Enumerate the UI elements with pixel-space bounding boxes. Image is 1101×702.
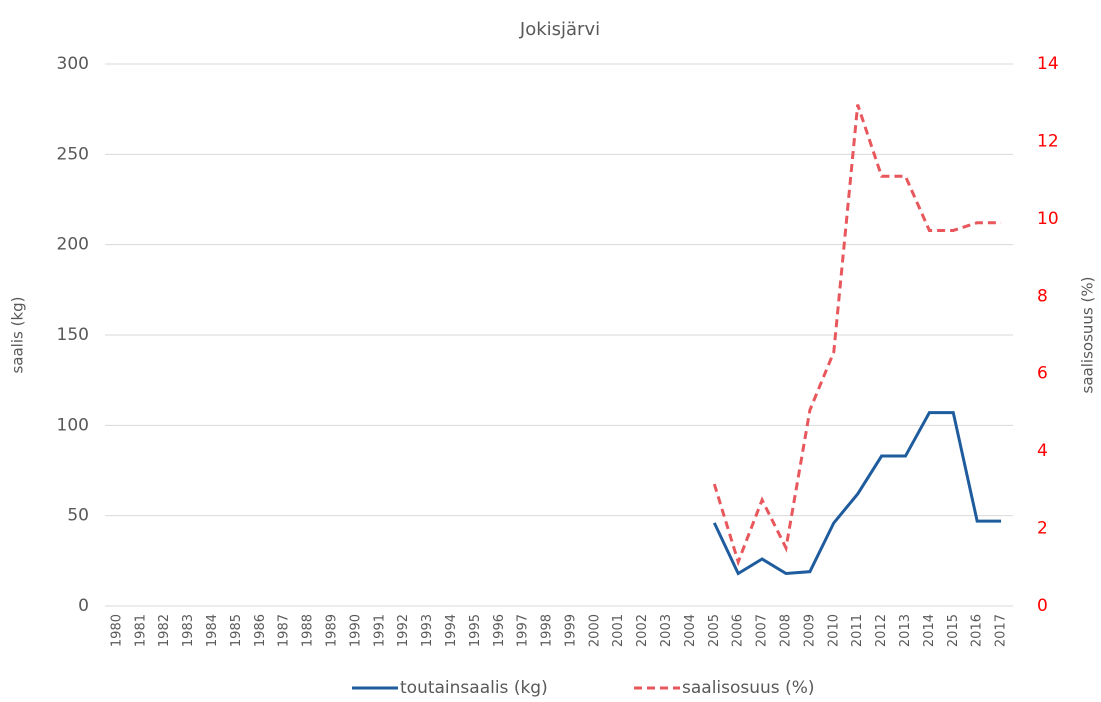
- x-tick-label: 2011: [850, 614, 865, 647]
- x-tick-label: 2016: [970, 614, 985, 647]
- x-tick-label: 1997: [516, 614, 531, 647]
- chart-title: Jokisjärvi: [519, 19, 600, 40]
- y-tick-label: 200: [57, 235, 89, 255]
- legend-label: saalisosuus (%): [682, 678, 814, 698]
- x-tick-label: 1985: [229, 614, 244, 647]
- y-tick-label: 150: [57, 325, 89, 345]
- x-tick-label: 2014: [922, 614, 937, 647]
- y2-tick-label: 4: [1037, 441, 1048, 461]
- data-line: [712, 104, 1002, 567]
- y-axis-title: saalis (kg): [9, 296, 27, 373]
- x-tick-label: 1980: [109, 614, 124, 647]
- x-tick-label: 1982: [157, 614, 172, 647]
- x-tick-label: 2015: [946, 614, 961, 647]
- y-tick-label: 50: [67, 506, 89, 526]
- x-tick-label: 2002: [635, 614, 650, 647]
- x-tick-label: 2006: [731, 614, 746, 647]
- x-tick-label: 2017: [994, 614, 1009, 647]
- x-tick-label: 1986: [253, 614, 268, 647]
- y2-tick-label: 0: [1037, 596, 1048, 616]
- x-tick-label: 1990: [348, 614, 363, 647]
- y-tick-label: 0: [78, 596, 89, 616]
- x-tick-label: 1995: [468, 614, 483, 647]
- y2-tick-label: 8: [1037, 286, 1048, 306]
- y2-tick-label: 14: [1037, 54, 1059, 74]
- y-tick-label: 300: [57, 54, 89, 74]
- x-tick-label: 2013: [898, 614, 913, 647]
- y2-tick-label: 12: [1037, 131, 1059, 151]
- data-line: [712, 411, 1002, 576]
- x-tick-label: 1984: [205, 614, 220, 647]
- x-tick-label: 2003: [659, 614, 674, 647]
- x-tick-label: 2009: [802, 614, 817, 647]
- x-tick-label: 1989: [325, 614, 340, 647]
- x-tick-label: 1994: [444, 614, 459, 647]
- x-tick-label: 1996: [492, 614, 507, 647]
- x-tick-label: 1987: [277, 614, 292, 647]
- x-tick-label: 1983: [181, 614, 196, 647]
- x-tick-label: 2005: [707, 614, 722, 647]
- y2-tick-label: 6: [1037, 364, 1048, 384]
- x-tick-label: 2010: [826, 614, 841, 647]
- x-tick-label: 1992: [396, 614, 411, 647]
- x-tick-label: 2008: [779, 614, 794, 647]
- x-tick-label: 1993: [420, 614, 435, 647]
- x-tick-label: 1991: [372, 614, 387, 647]
- x-tick-label: 1998: [540, 614, 555, 647]
- legend-label: toutainsaalis (kg): [400, 678, 548, 698]
- x-tick-label: 2012: [874, 614, 889, 647]
- x-tick-label: 1988: [301, 614, 316, 647]
- x-tick-label: 2004: [683, 614, 698, 647]
- x-tick-label: 1999: [563, 614, 578, 647]
- y-tick-label: 250: [57, 144, 89, 164]
- y2-tick-label: 2: [1037, 519, 1048, 539]
- y2-tick-label: 10: [1037, 209, 1059, 229]
- x-tick-label: 2000: [587, 614, 602, 647]
- x-tick-label: 2007: [755, 614, 770, 647]
- x-tick-label: 1981: [133, 614, 148, 647]
- y2-axis-title: saalisosuus (%): [1079, 277, 1097, 394]
- y-tick-label: 100: [57, 415, 89, 435]
- x-tick-label: 2001: [611, 614, 626, 647]
